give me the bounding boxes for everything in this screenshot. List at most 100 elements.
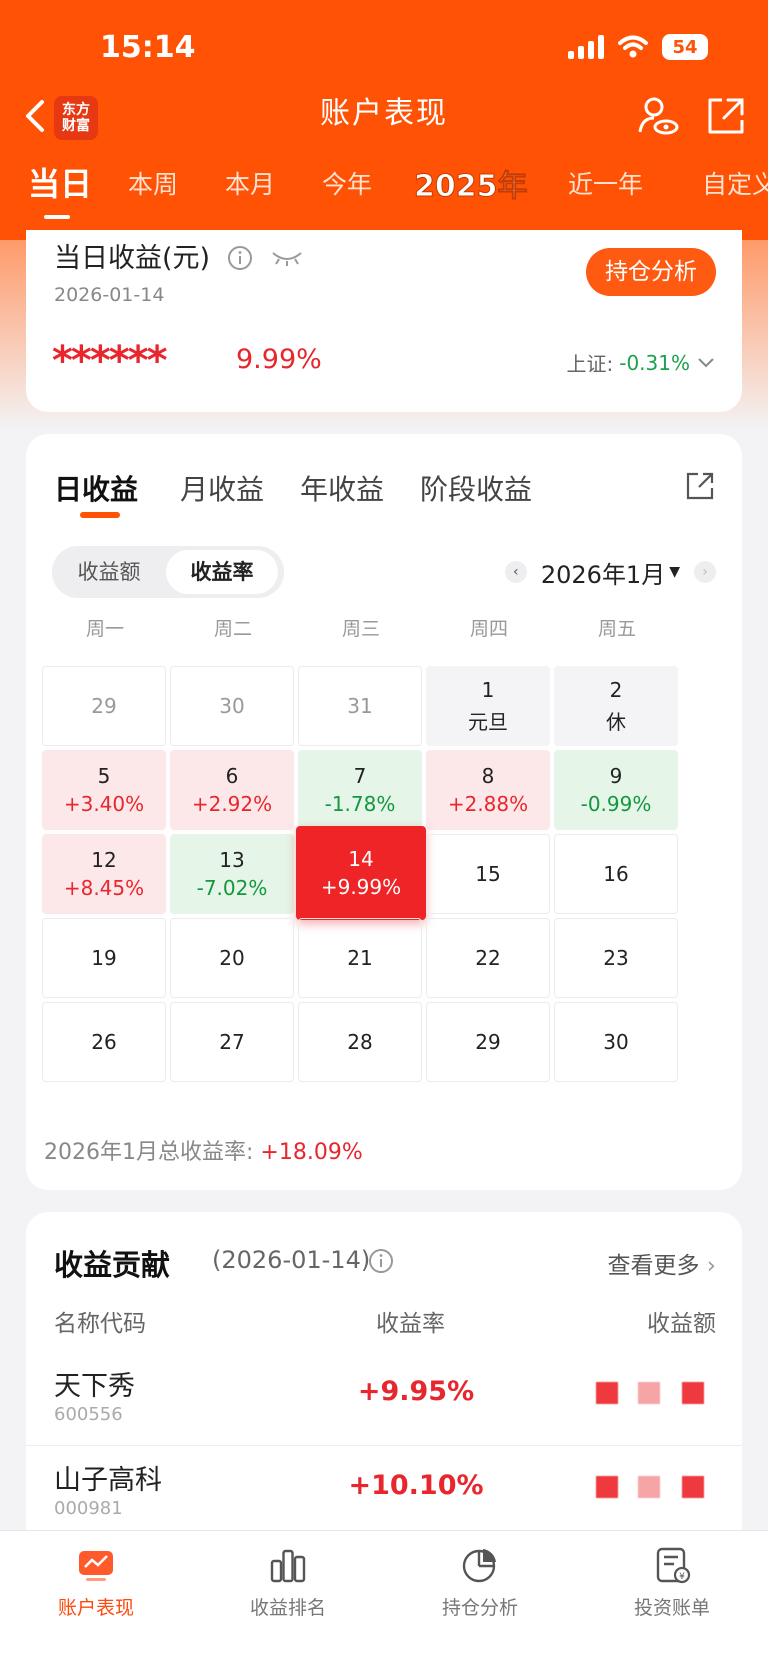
tab-this-year[interactable]: 今年	[322, 170, 373, 199]
calendar-day[interactable]: 9 -0.99%	[554, 750, 678, 830]
calendar-day[interactable]: 5 +3.40%	[42, 750, 166, 830]
month-selector: ‹ 2026年1月 ▼ ›	[504, 552, 716, 592]
day-number: 31	[347, 694, 373, 718]
tab-custom[interactable]: 自定义	[702, 170, 768, 199]
weekday-header: 周一 周二 周三 周四 周五	[42, 614, 724, 654]
toggle-amount[interactable]: 收益额	[77, 560, 141, 584]
nav-holdings[interactable]: 持仓分析	[384, 1545, 576, 1620]
info-icon[interactable]	[368, 1248, 394, 1274]
month-label[interactable]: 2026年1月	[540, 560, 666, 589]
nav-label: 投资账单	[633, 1597, 710, 1619]
brand-logo: 东方 财富	[54, 96, 98, 140]
calendar-day[interactable]: 16	[554, 834, 678, 914]
tab-month[interactable]: 本月	[225, 170, 276, 199]
view-more-label: 查看更多	[607, 1253, 700, 1279]
nav-label: 持仓分析	[441, 1597, 518, 1619]
day-value: -0.99%	[580, 792, 652, 816]
day-number: 26	[91, 1030, 117, 1054]
table-row[interactable]: 山子高科 000981 +10.10%	[26, 1445, 742, 1538]
day-number: 16	[603, 862, 629, 886]
bar-rank-icon	[270, 1549, 306, 1583]
subtab-daily[interactable]: 日收益	[54, 473, 139, 506]
daily-date: 2026-01-14	[54, 284, 165, 306]
nav-account-performance[interactable]: 账户表现	[0, 1545, 192, 1620]
subtab-stage[interactable]: 阶段收益	[420, 473, 533, 506]
prev-month-icon[interactable]: ‹	[504, 561, 527, 583]
calendar-day[interactable]: 20	[170, 918, 294, 998]
calendar-day[interactable]: 30	[170, 666, 294, 746]
calendar-day-today[interactable]: 14 +9.99%	[296, 826, 426, 920]
period-tabs: 当日 本周 本月 今年 2025年 近一年 自定义	[0, 165, 768, 225]
pie-icon	[462, 1549, 496, 1583]
calendar-day[interactable]: 15	[426, 834, 550, 914]
calendar-day[interactable]: 31	[298, 666, 422, 746]
day-value: 休	[606, 709, 626, 734]
calendar-day[interactable]: 22	[426, 918, 550, 998]
back-icon[interactable]	[20, 96, 50, 136]
day-value: -7.02%	[196, 876, 268, 900]
subtab-yearly[interactable]: 年收益	[300, 473, 385, 506]
table-row[interactable]: 天下秀 600556 +9.95%	[26, 1352, 742, 1444]
share-icon[interactable]	[684, 470, 716, 502]
calendar-day[interactable]: 7 -1.78%	[298, 750, 422, 830]
calendar-day[interactable]: 12 +8.45%	[42, 834, 166, 914]
eye-closed-icon[interactable]	[271, 247, 303, 269]
calendar-day[interactable]: 26	[42, 1002, 166, 1082]
index-compare[interactable]: 上证: -0.31%	[566, 348, 716, 377]
col-name-code: 名称代码	[54, 1311, 146, 1337]
tab-week[interactable]: 本周	[128, 170, 179, 199]
day-value: +8.45%	[63, 876, 145, 900]
day-number: 22	[475, 946, 501, 970]
day-value: +9.99%	[320, 875, 402, 899]
toggle-rate[interactable]: 收益率	[166, 550, 278, 594]
user-eye-icon[interactable]	[636, 94, 680, 138]
nav-bills[interactable]: ¥ 投资账单	[576, 1545, 768, 1620]
day-number: 30	[219, 694, 245, 718]
share-icon[interactable]	[704, 94, 748, 138]
calendar-day[interactable]: 29	[426, 1002, 550, 1082]
weekday-thu: 周四	[469, 618, 508, 640]
daily-title: 当日收益(元)	[54, 236, 303, 275]
calendar-day[interactable]: 29	[42, 666, 166, 746]
view-more-link[interactable]: 查看更多 ›	[607, 1246, 716, 1280]
calendar-day[interactable]: 21	[298, 918, 422, 998]
calendar-day[interactable]: 6 +2.92%	[170, 750, 294, 830]
day-number: 21	[347, 946, 373, 970]
index-label: 上证:	[566, 352, 614, 376]
next-month-icon[interactable]: ›	[694, 561, 716, 583]
tab-today[interactable]: 当日	[28, 165, 93, 203]
day-number: 15	[475, 862, 501, 886]
status-time: 15:14	[100, 30, 196, 65]
day-number: 27	[219, 1030, 245, 1054]
info-icon[interactable]	[227, 245, 253, 271]
caret-down-icon[interactable]: ▼	[669, 564, 680, 580]
tab-2025[interactable]: 2025年	[414, 169, 528, 205]
hidden-amount	[596, 1476, 716, 1498]
day-value: 元旦	[468, 709, 508, 734]
calendar-day[interactable]: 27	[170, 1002, 294, 1082]
calendar-day[interactable]: 23	[554, 918, 678, 998]
calendar-day[interactable]: 8 +2.88%	[426, 750, 550, 830]
calendar-day[interactable]: 30	[554, 1002, 678, 1082]
month-total-value: +18.09%	[260, 1140, 363, 1165]
calendar-day[interactable]: 19	[42, 918, 166, 998]
nav-ranking[interactable]: 收益排名	[192, 1545, 384, 1620]
subtab-monthly[interactable]: 月收益	[180, 473, 265, 506]
tab-last-year[interactable]: 近一年	[568, 170, 644, 199]
bill-icon: ¥	[656, 1547, 691, 1584]
day-number: 7	[353, 764, 367, 788]
day-number: 29	[475, 1030, 501, 1054]
col-amount: 收益额	[647, 1311, 716, 1337]
nav-bar: 账户表现 东方 财富	[0, 88, 768, 148]
holding-analysis-button[interactable]: 持仓分析	[586, 248, 716, 296]
calendar-day[interactable]: 28	[298, 1002, 422, 1082]
weekday-mon: 周一	[85, 618, 124, 640]
chevron-down-icon	[698, 357, 714, 367]
calendar-day[interactable]: 13 -7.02%	[170, 834, 294, 914]
calendar-day[interactable]: 1 元旦	[426, 666, 550, 746]
page-title: 账户表现	[320, 96, 448, 131]
tab-indicator	[44, 215, 70, 219]
stock-rate: +10.10%	[348, 1470, 484, 1501]
contribution-title: 收益贡献	[54, 1248, 171, 1282]
